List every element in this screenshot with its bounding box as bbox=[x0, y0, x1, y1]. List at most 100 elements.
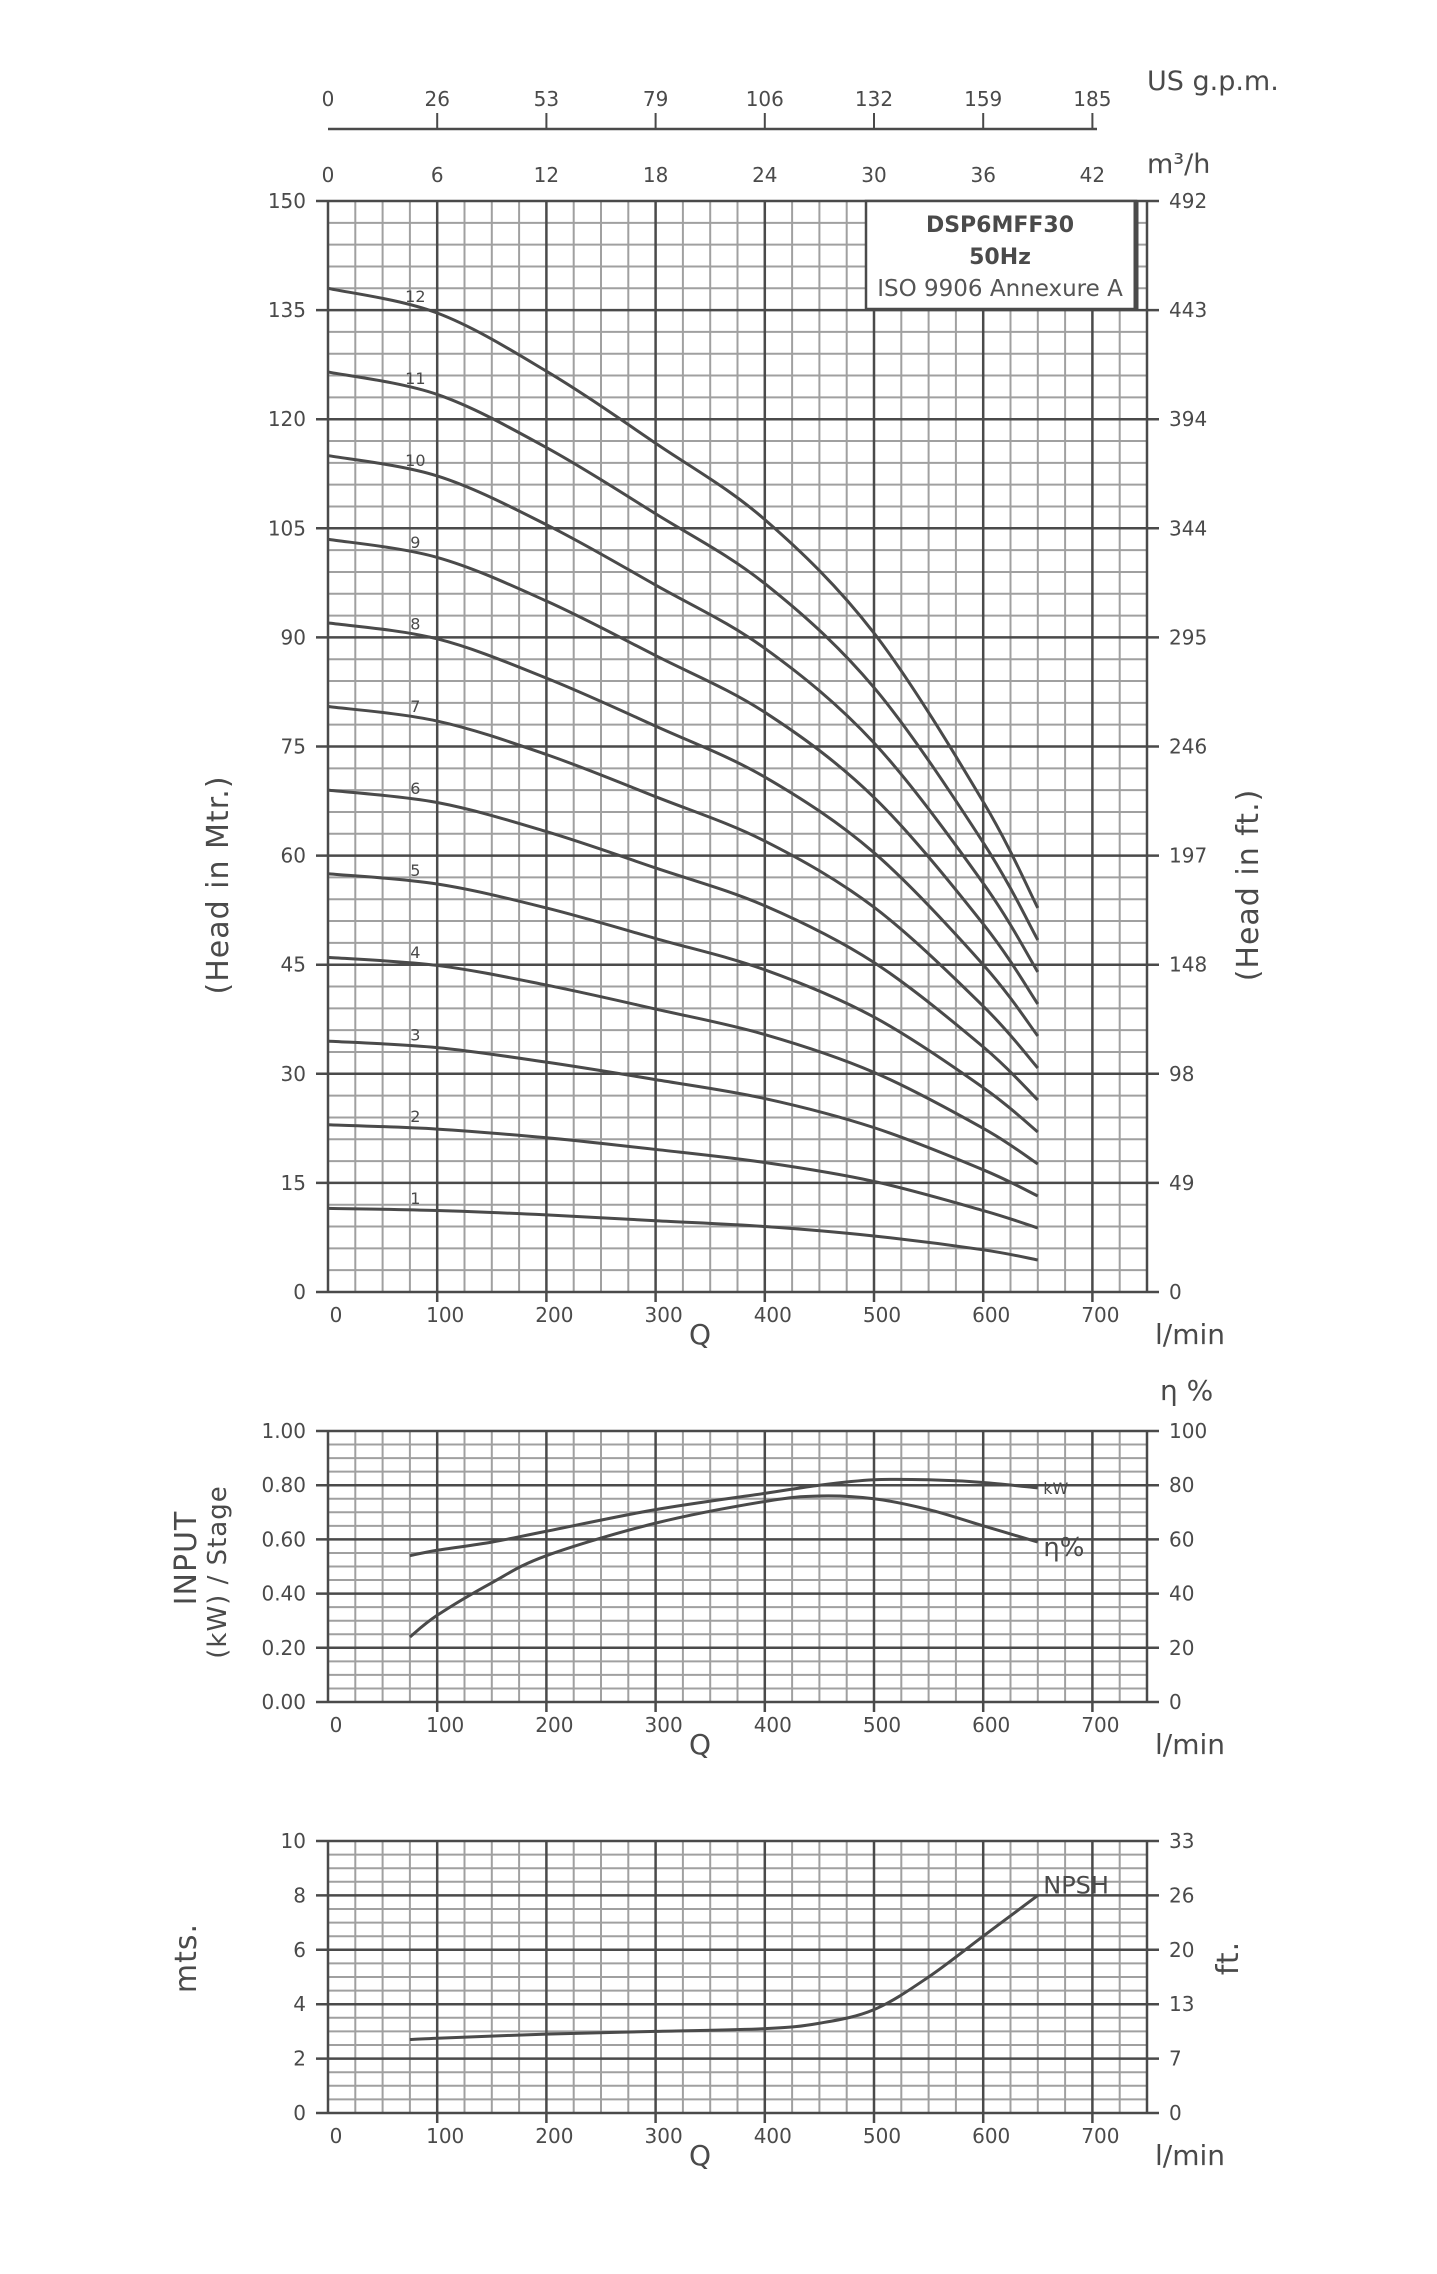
y-tick-right: 49 bbox=[1169, 1171, 1194, 1195]
x-tick: 0 bbox=[330, 1713, 343, 1737]
y-tick-left: 135 bbox=[268, 298, 306, 322]
x-tick: 600 bbox=[972, 1713, 1010, 1737]
y-tick-left: 0 bbox=[293, 1280, 306, 1304]
y-tick-right: 20 bbox=[1169, 1636, 1194, 1660]
x-tick: 700 bbox=[1081, 1713, 1119, 1737]
y-tick-left: 60 bbox=[281, 844, 306, 868]
y-tick-left: 90 bbox=[281, 625, 306, 649]
x-tick: 500 bbox=[863, 1303, 901, 1327]
y-tick-left: 150 bbox=[268, 189, 306, 213]
y-tick-right: 148 bbox=[1169, 953, 1207, 977]
m3h-tick: 6 bbox=[431, 163, 444, 187]
x-tick: 300 bbox=[645, 1303, 683, 1327]
kw-curve bbox=[409, 1477, 1038, 1558]
mts-title: mts. bbox=[169, 1923, 204, 1993]
gpm-tick: 79 bbox=[643, 87, 668, 111]
head-curve-stage-3 bbox=[327, 1039, 1039, 1198]
head-curve-stage-5 bbox=[327, 872, 1039, 1134]
power-efficiency-chart: 0.00 0.20 0.40 0.60 0.80 1.00 0 20 40 60 80 100 0 100… bbox=[261, 1374, 1225, 1761]
x-tick: 200 bbox=[535, 1713, 573, 1737]
y-tick-right: 0 bbox=[1169, 2101, 1182, 2125]
x-tick: 0 bbox=[330, 2124, 343, 2148]
y-tick-left: 0.20 bbox=[261, 1636, 306, 1660]
stage-label: 1 bbox=[410, 1189, 420, 1208]
x-tick: 600 bbox=[972, 2124, 1010, 2148]
y-tick-right: 20 bbox=[1169, 1938, 1194, 1962]
y-tick-right: 492 bbox=[1169, 189, 1207, 213]
stage-label: 3 bbox=[410, 1025, 420, 1044]
m3h-tick: 24 bbox=[752, 163, 777, 187]
stage-label: 5 bbox=[410, 861, 420, 880]
eta-curve-label: η% bbox=[1043, 1533, 1084, 1563]
stage-label: 6 bbox=[410, 779, 420, 798]
gpm-tick: 53 bbox=[534, 87, 559, 111]
stage-label: 10 bbox=[405, 451, 425, 470]
m3h-tick: 42 bbox=[1080, 163, 1105, 187]
head-curve-stage-2 bbox=[327, 1123, 1039, 1230]
x-tick: 500 bbox=[863, 2124, 901, 2148]
m3h-tick: 30 bbox=[861, 163, 886, 187]
gpm-tick: 0 bbox=[322, 87, 335, 111]
x-tick: 300 bbox=[645, 1713, 683, 1737]
y-tick-right: 80 bbox=[1169, 1473, 1194, 1497]
kw-curve-label: kW bbox=[1043, 1479, 1068, 1498]
y-tick-right: 26 bbox=[1169, 1883, 1194, 1907]
npsh-curve bbox=[409, 1894, 1039, 2042]
model-name: DSP6MFF30 bbox=[926, 213, 1074, 238]
y-tick-right: 60 bbox=[1169, 1527, 1194, 1551]
head-m-title: (Head in Mtr.) bbox=[201, 775, 236, 994]
npsh-curve-label: NPSH bbox=[1043, 1871, 1109, 1899]
y-tick-right: 7 bbox=[1169, 2047, 1182, 2071]
y-tick-left: 120 bbox=[268, 407, 306, 431]
head-curve-stage-1 bbox=[327, 1206, 1039, 1262]
y-tick-left: 105 bbox=[268, 516, 306, 540]
input-title: INPUT bbox=[169, 1511, 204, 1606]
y-tick-right: 394 bbox=[1169, 407, 1207, 431]
y-tick-left: 2 bbox=[293, 2047, 306, 2071]
head-curve-stage-11 bbox=[327, 370, 1040, 941]
x-tick: 100 bbox=[426, 1303, 464, 1327]
stage-label: 11 bbox=[405, 369, 425, 388]
stage-label: 12 bbox=[405, 287, 425, 306]
q-label: Q bbox=[689, 1728, 711, 1761]
x-tick: 200 bbox=[535, 2124, 573, 2148]
top-flow-axes: 0 26 53 79 106 132 159 185 US g.p.m. 0 6 12 18 24 30 36… bbox=[322, 66, 1279, 187]
head-curve-stage-9 bbox=[327, 537, 1040, 1005]
head-curve-stage-4 bbox=[327, 955, 1039, 1166]
ft-title: ft. bbox=[1211, 1941, 1246, 1975]
stage-label: 2 bbox=[410, 1107, 420, 1126]
q-unit-label: l/min bbox=[1155, 1728, 1225, 1761]
y-tick-left: 6 bbox=[293, 1938, 306, 1962]
head-curve-stage-8 bbox=[327, 621, 1039, 1037]
gpm-tick: 132 bbox=[855, 87, 893, 111]
head-ft-title: (Head in ft.) bbox=[1231, 789, 1266, 982]
y-tick-right: 246 bbox=[1169, 735, 1207, 759]
y-tick-left: 4 bbox=[293, 1992, 306, 2016]
x-tick: 700 bbox=[1081, 1303, 1119, 1327]
x-tick: 200 bbox=[535, 1303, 573, 1327]
x-tick: 100 bbox=[426, 2124, 464, 2148]
y-tick-right: 98 bbox=[1169, 1062, 1194, 1086]
stage-label: 4 bbox=[410, 943, 420, 962]
y-tick-right: 13 bbox=[1169, 1992, 1194, 2016]
head-curve-stage-6 bbox=[327, 788, 1039, 1102]
head-curve-stage-10 bbox=[327, 454, 1040, 973]
m3h-tick: 0 bbox=[322, 163, 335, 187]
head-chart: 0153045607590105120135150049981481972462… bbox=[268, 189, 1225, 1351]
m3h-unit: m³/h bbox=[1147, 149, 1210, 180]
eta-unit-label: η % bbox=[1160, 1374, 1213, 1407]
x-tick: 300 bbox=[645, 2124, 683, 2148]
frequency: 50Hz bbox=[969, 245, 1031, 270]
y-tick-left: 0.40 bbox=[261, 1582, 306, 1606]
y-tick-left: 1.00 bbox=[261, 1419, 306, 1443]
efficiency-curve bbox=[408, 1494, 1039, 1639]
y-tick-right: 40 bbox=[1169, 1582, 1194, 1606]
q-label: Q bbox=[689, 1318, 711, 1351]
gpm-tick: 106 bbox=[746, 87, 784, 111]
stage-label: 9 bbox=[410, 533, 420, 552]
gpm-tick: 185 bbox=[1073, 87, 1111, 111]
head-curve-stage-7 bbox=[327, 705, 1039, 1069]
x-tick: 600 bbox=[972, 1303, 1010, 1327]
